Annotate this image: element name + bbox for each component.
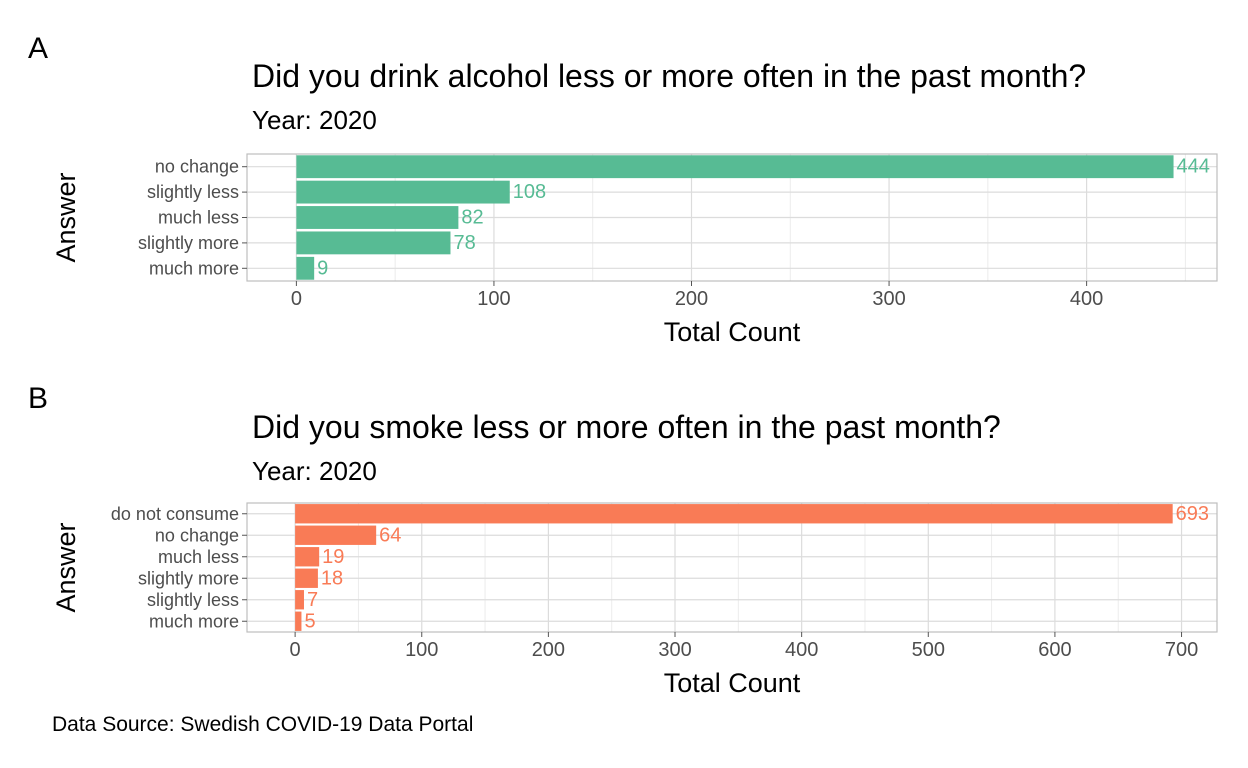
x-tick-label: 500 (912, 639, 945, 661)
y-tick-label: do not consume (111, 504, 239, 524)
y-tick-label: much less (158, 208, 239, 228)
bar-value-label: 7 (307, 589, 318, 611)
chart-subtitle: Year: 2020 (252, 456, 377, 486)
x-tick-label: 400 (785, 639, 818, 661)
chart-subtitle: Year: 2020 (252, 105, 377, 135)
x-tick-label: 100 (405, 639, 438, 661)
bar (296, 180, 510, 204)
x-tick-label: 700 (1165, 639, 1198, 661)
bar-value-label: 64 (379, 524, 401, 546)
x-axis-title: Total Count (664, 317, 801, 347)
y-tick-label: much less (158, 547, 239, 567)
bar (296, 155, 1174, 179)
x-tick-label: 100 (477, 288, 510, 310)
data-source-caption: Data Source: Swedish COVID-19 Data Porta… (52, 713, 474, 736)
y-tick-label: slightly less (147, 182, 239, 202)
bar-chart-alcohol: 444 108 82 78 9 no change slightly less much le… (51, 153, 1218, 347)
bar-value-label: 78 (453, 232, 475, 254)
x-tick-label: 0 (290, 639, 301, 661)
y-tick-label: slightly less (147, 590, 239, 610)
x-axis-title: Total Count (664, 668, 801, 698)
bar (295, 611, 302, 631)
y-tick-label: slightly more (138, 233, 239, 253)
bar-value-label: 9 (317, 257, 328, 279)
y-tick-label: no change (155, 157, 239, 177)
y-axis-title: Answer (51, 522, 81, 612)
x-tick-label: 300 (872, 288, 905, 310)
x-tick-label: 600 (1038, 639, 1071, 661)
bar-value-label: 82 (461, 207, 483, 229)
y-tick-label: no change (155, 525, 239, 545)
chart-title: Did you smoke less or more often in the … (252, 409, 1001, 445)
bar-value-label: 693 (1176, 503, 1209, 525)
bar-value-label: 108 (513, 181, 546, 203)
bar (296, 256, 315, 280)
y-axis-title: Answer (51, 172, 81, 262)
y-tick-label: slightly more (138, 568, 239, 588)
chart-title: Did you drink alcohol less or more often… (252, 58, 1087, 94)
bar-value-label: 444 (1177, 156, 1210, 178)
bar (295, 568, 318, 588)
bar (295, 590, 304, 610)
bar (295, 547, 320, 567)
x-tick-label: 0 (291, 288, 302, 310)
bar-value-label: 5 (304, 610, 315, 632)
y-tick-label: much more (149, 611, 239, 631)
panel-b: B Did you smoke less or more often in th… (0, 360, 1248, 705)
panel-letter: A (28, 32, 49, 65)
y-tick-label: much more (149, 258, 239, 278)
plot-border (246, 502, 1218, 633)
bar (296, 206, 459, 229)
x-tick-label: 200 (675, 288, 708, 310)
bar-value-label: 19 (322, 546, 344, 568)
bar (295, 504, 1173, 524)
panel-a: A Did you drink alcohol less or more oft… (0, 0, 1248, 360)
bar-value-label: 18 (321, 567, 343, 589)
x-tick-label: 300 (658, 639, 691, 661)
bar (296, 231, 451, 255)
x-tick-label: 200 (532, 639, 565, 661)
x-tick-label: 400 (1070, 288, 1103, 310)
panel-letter: B (28, 382, 49, 415)
bar (295, 525, 377, 545)
